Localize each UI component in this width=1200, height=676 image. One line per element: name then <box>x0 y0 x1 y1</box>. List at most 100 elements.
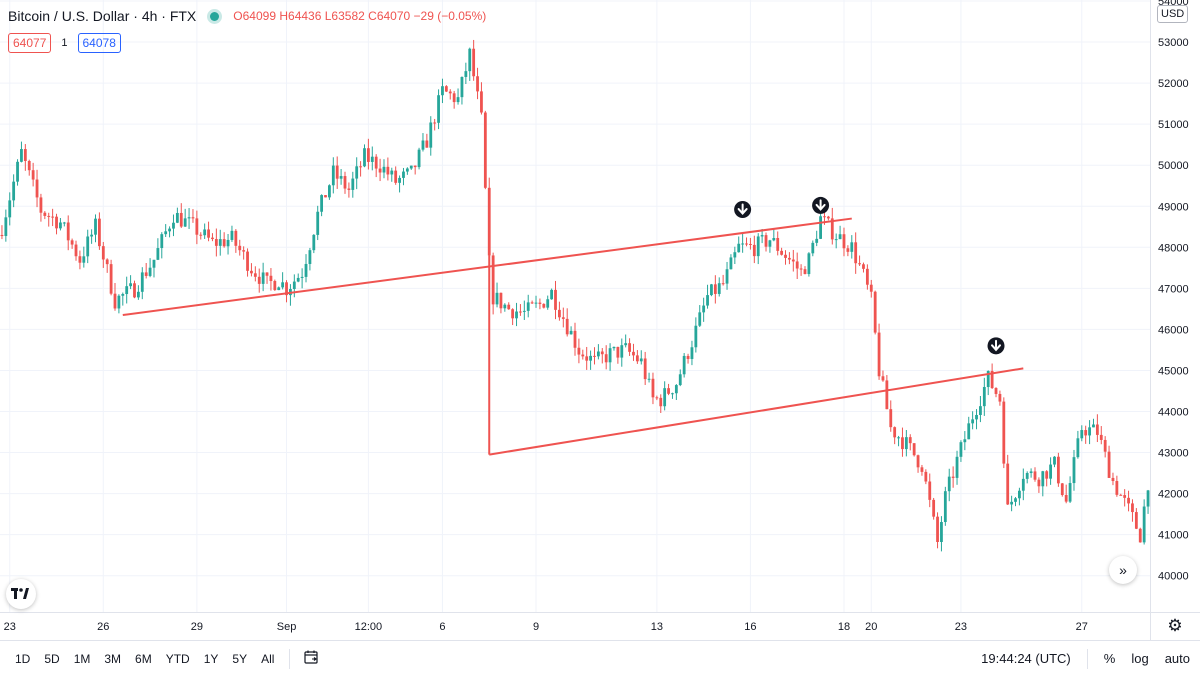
calendar-glyph <box>304 650 319 664</box>
candle-body <box>889 409 893 428</box>
candle-body <box>183 218 187 227</box>
trend-line[interactable] <box>489 367 1024 456</box>
candle-body <box>986 370 990 388</box>
candle-body <box>784 254 787 258</box>
symbol-title[interactable]: Bitcoin / U.S. Dollar · 4h · FTX <box>8 8 197 24</box>
candle-body <box>1103 439 1107 452</box>
candle-body <box>316 211 320 235</box>
candle-body <box>460 76 464 98</box>
range-button-all[interactable]: All <box>261 651 275 666</box>
time-tick-label: 23 <box>4 621 16 633</box>
candle-body <box>265 272 269 276</box>
price-tick-label: 51000 <box>1158 119 1189 131</box>
candle-body <box>1119 494 1123 496</box>
candle-body <box>686 355 690 359</box>
double-chevron-right-icon: » <box>1119 562 1127 578</box>
candle-body <box>908 437 912 444</box>
candle-body <box>94 218 97 235</box>
candle-body <box>729 257 733 270</box>
candle-body <box>663 388 667 407</box>
candle-body <box>550 289 554 300</box>
range-button-1y[interactable]: 1Y <box>203 651 219 666</box>
candle-body <box>55 216 58 229</box>
range-button-5y[interactable]: 5Y <box>232 651 248 666</box>
candle-body <box>468 48 472 72</box>
range-button-ytd[interactable]: YTD <box>165 651 190 666</box>
range-button-1m[interactable]: 1M <box>73 651 91 666</box>
tradingview-logo-icon[interactable] <box>6 579 36 609</box>
candle-body <box>101 246 105 260</box>
candle-body <box>31 170 35 180</box>
candle-body <box>811 242 815 254</box>
candle-body <box>1033 471 1037 480</box>
candle-body <box>257 276 261 284</box>
candle-body <box>117 295 121 309</box>
candle-body <box>160 234 164 249</box>
candle-body <box>760 235 764 237</box>
candle-body <box>136 291 140 298</box>
candle-body <box>1099 434 1103 440</box>
price-tick-label: 45000 <box>1158 365 1189 377</box>
candle-body <box>795 261 799 269</box>
candle-body <box>70 240 74 245</box>
bottom-toolbar: 1D 5D 1M 3M 6M YTD 1Y 5Y All 19:44:24 (UTC) % lo… <box>0 640 1200 676</box>
price-chart[interactable]: 40000 41000 42000 43000 44000 45000 46000 47000… <box>0 0 1200 640</box>
toolbar-divider <box>289 648 291 669</box>
candle-body <box>121 294 125 296</box>
currency-selector[interactable]: USD <box>1157 5 1189 23</box>
candle-body <box>98 218 101 247</box>
candle-body <box>515 311 518 319</box>
time-tick-label: 9 <box>533 621 539 633</box>
candle-body <box>982 387 986 407</box>
candle-body <box>1127 497 1130 504</box>
calendar-range-icon[interactable] <box>298 650 325 667</box>
candle-body <box>86 236 90 257</box>
chart-settings-button[interactable]: ⚙ <box>1162 614 1188 638</box>
candle-body <box>281 282 285 288</box>
candle-body <box>394 170 398 183</box>
candle-body <box>826 216 830 219</box>
time-tick-label: 13 <box>651 621 663 633</box>
auto-scale-button[interactable]: auto <box>1164 651 1190 666</box>
utc-clock[interactable]: 19:44:24 (UTC) <box>981 651 1071 666</box>
candle-body <box>347 188 351 190</box>
time-tick-label: 18 <box>838 621 850 633</box>
scroll-to-realtime-button[interactable]: » <box>1109 556 1137 584</box>
trend-line[interactable] <box>122 217 852 317</box>
log-scale-button[interactable]: log <box>1131 651 1149 666</box>
range-button-5d[interactable]: 5D <box>44 651 60 666</box>
candle-body <box>643 358 647 380</box>
candle-body <box>273 281 277 291</box>
candle-body <box>214 239 218 246</box>
candle-body <box>616 346 620 358</box>
candle-body <box>1080 430 1084 439</box>
candle-body <box>1123 495 1127 498</box>
candle-body <box>472 48 476 77</box>
candle-body <box>565 318 569 335</box>
candle-body <box>951 476 955 478</box>
range-button-3m[interactable]: 3M <box>104 651 122 666</box>
candle-body <box>538 302 542 304</box>
candle-body <box>803 269 807 275</box>
range-button-6m[interactable]: 6M <box>135 651 152 666</box>
candle-body <box>947 476 951 492</box>
candle-body <box>1115 481 1119 495</box>
market-status-icon[interactable] <box>210 11 220 21</box>
candle-body <box>300 276 304 278</box>
candle-body <box>351 178 355 190</box>
candle-body <box>1002 401 1006 464</box>
candle-body <box>850 242 854 252</box>
candle-body <box>885 380 889 410</box>
candle-body <box>230 230 234 240</box>
candle-body <box>901 437 904 450</box>
range-button-1d[interactable]: 1D <box>15 651 31 666</box>
candle-body <box>16 161 19 182</box>
sell-button[interactable]: 64077 <box>8 33 52 53</box>
candle-body <box>320 195 324 212</box>
candle-body <box>1021 478 1025 491</box>
percent-scale-button[interactable]: % <box>1103 651 1116 666</box>
spread-value: 1 <box>61 37 68 49</box>
buy-button[interactable]: 64078 <box>77 33 121 53</box>
symbol-legend: Bitcoin / U.S. Dollar · 4h · FTX O64099 … <box>8 8 486 24</box>
low-label: L <box>324 9 332 23</box>
